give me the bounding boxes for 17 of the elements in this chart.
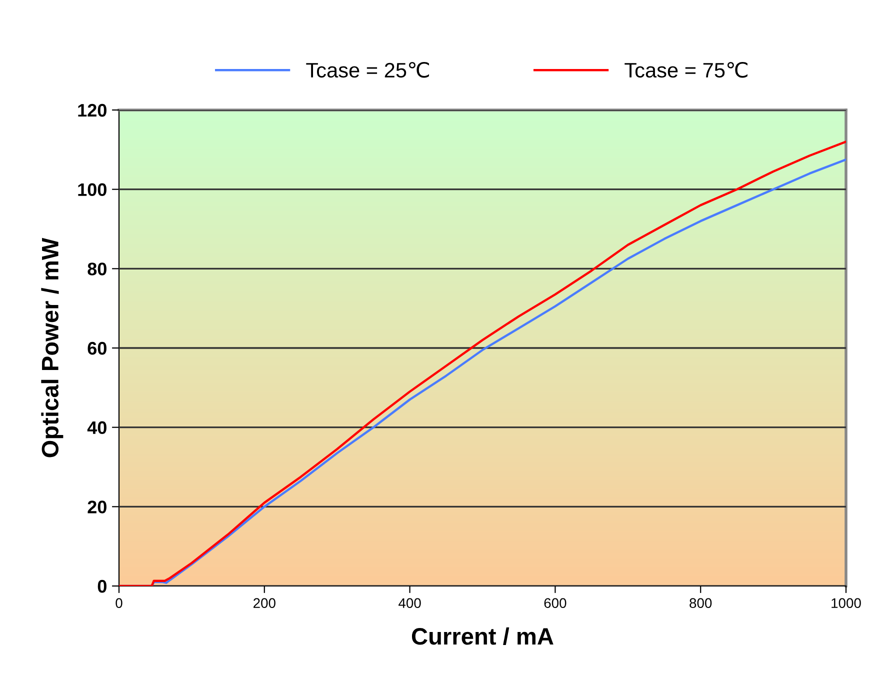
y-tick-label: 120 — [78, 104, 106, 117]
y-tick-label: 0 — [98, 580, 106, 593]
y-tick-label: 100 — [78, 183, 106, 196]
legend-label: Tcase = 25℃ — [306, 62, 429, 78]
x-tick-label: 1000 — [832, 598, 861, 608]
x-tick-label: 400 — [398, 598, 421, 608]
x-tick-label: 200 — [254, 598, 276, 608]
y-axis-title: Optical Power / mW — [41, 238, 64, 458]
legend-label: Tcase = 75℃ — [624, 62, 748, 78]
y-tick-label: 80 — [88, 262, 106, 276]
y-tick-label: 20 — [88, 500, 106, 514]
x-tick-label: 0 — [116, 598, 122, 608]
x-axis-title: Current / mA — [412, 627, 554, 645]
y-tick-label: 40 — [87, 421, 106, 434]
y-tick-label: 60 — [88, 342, 106, 355]
x-tick-label: 800 — [690, 598, 712, 608]
x-tick-label: 600 — [544, 598, 566, 608]
